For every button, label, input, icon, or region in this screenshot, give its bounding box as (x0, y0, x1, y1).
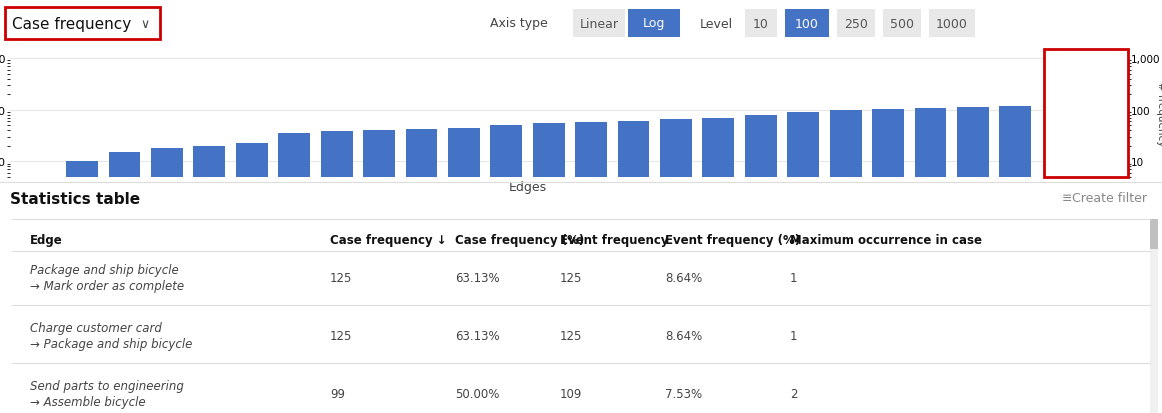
Bar (703, 119, 734, 413)
Text: 1: 1 (790, 329, 797, 342)
FancyBboxPatch shape (627, 10, 680, 38)
Text: 63.13%: 63.13% (456, 329, 500, 342)
Text: Case frequency: Case frequency (12, 17, 131, 31)
Text: 2: 2 (790, 387, 797, 400)
Y-axis label: # frequency: # frequency (1156, 82, 1162, 146)
Text: 500: 500 (890, 17, 914, 31)
Bar (236, 143, 267, 413)
Text: Case frequency ↓: Case frequency ↓ (330, 233, 446, 247)
Text: Statistics table: Statistics table (10, 192, 141, 206)
Text: 63.13%: 63.13% (456, 271, 500, 284)
Text: Event frequency: Event frequency (560, 233, 668, 247)
Bar (914, 108, 946, 413)
Text: 8.64%: 8.64% (665, 329, 702, 342)
Text: 125: 125 (330, 329, 352, 342)
Bar (873, 109, 904, 413)
Bar (449, 128, 480, 413)
Text: ∨: ∨ (139, 17, 149, 31)
Bar (1150, 219, 1159, 249)
Text: 1000: 1000 (937, 17, 968, 31)
Bar (406, 130, 437, 413)
Bar (193, 147, 225, 413)
Text: 125: 125 (560, 329, 582, 342)
Bar (660, 120, 691, 413)
Text: 50.00%: 50.00% (456, 387, 500, 400)
Text: 125: 125 (330, 271, 352, 284)
Bar (278, 134, 310, 413)
Text: Event frequency (%): Event frequency (%) (665, 233, 801, 247)
Text: Charge customer card: Charge customer card (30, 321, 162, 334)
Bar (788, 113, 819, 413)
Text: 99: 99 (330, 387, 345, 400)
FancyBboxPatch shape (745, 10, 777, 38)
Text: 125: 125 (560, 271, 582, 284)
Text: Send parts to engineering: Send parts to engineering (30, 379, 184, 392)
Text: 7.53%: 7.53% (665, 387, 702, 400)
Bar (745, 116, 776, 413)
X-axis label: Edges: Edges (509, 180, 546, 193)
Text: 1: 1 (790, 271, 797, 284)
Bar (533, 124, 565, 413)
FancyBboxPatch shape (928, 10, 975, 38)
Text: 250: 250 (844, 17, 868, 31)
Bar (575, 123, 607, 413)
Bar (364, 131, 395, 413)
Text: 10: 10 (753, 17, 769, 31)
Text: Maximum occurrence in case: Maximum occurrence in case (790, 233, 982, 247)
Text: → Package and ship bicycle: → Package and ship bicycle (30, 337, 193, 350)
Bar (1150, 219, 1159, 413)
Bar (66, 162, 98, 413)
Text: 8.64%: 8.64% (665, 271, 702, 284)
Text: Log: Log (643, 17, 665, 31)
Bar (618, 122, 650, 413)
Text: Edge: Edge (30, 233, 63, 247)
Bar (321, 132, 352, 413)
Text: Level: Level (700, 17, 733, 31)
FancyBboxPatch shape (837, 10, 875, 38)
Text: 100: 100 (795, 17, 819, 31)
FancyBboxPatch shape (883, 10, 921, 38)
Bar (490, 126, 522, 413)
Bar (108, 153, 141, 413)
FancyBboxPatch shape (5, 8, 160, 40)
FancyBboxPatch shape (786, 10, 829, 38)
Bar (1043, 50, 1128, 178)
Text: Linear: Linear (580, 17, 618, 31)
FancyBboxPatch shape (573, 10, 625, 38)
Text: 109: 109 (560, 387, 582, 400)
Text: → Mark order as complete: → Mark order as complete (30, 279, 184, 292)
Text: Package and ship bicycle: Package and ship bicycle (30, 263, 179, 276)
Text: → Assemble bicycle: → Assemble bicycle (30, 395, 145, 408)
Text: ≡: ≡ (1062, 192, 1073, 204)
Bar (999, 107, 1031, 413)
Bar (830, 111, 861, 413)
Bar (151, 149, 182, 413)
Text: Create filter: Create filter (1073, 192, 1147, 204)
Text: Case frequency (%): Case frequency (%) (456, 233, 584, 247)
Bar (957, 107, 989, 413)
Text: Axis type: Axis type (490, 17, 547, 31)
Bar (23, 189, 56, 413)
